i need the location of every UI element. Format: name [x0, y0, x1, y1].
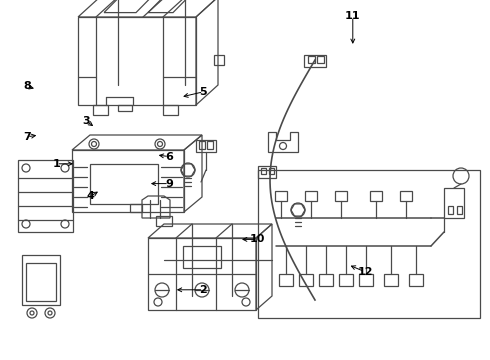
Text: 9: 9	[165, 179, 173, 189]
Bar	[308, 56, 315, 63]
Text: 6: 6	[165, 152, 173, 162]
Bar	[279, 274, 293, 286]
Bar	[22, 255, 60, 305]
Bar	[118, 105, 132, 111]
Bar	[18, 160, 73, 232]
Text: 8: 8	[23, 81, 31, 91]
Bar	[258, 170, 480, 318]
Bar	[269, 168, 274, 174]
Bar	[275, 191, 287, 201]
Text: 10: 10	[249, 234, 265, 244]
Text: 5: 5	[199, 87, 207, 97]
Bar	[359, 274, 373, 286]
Text: 4: 4	[87, 191, 95, 201]
Bar	[335, 191, 347, 201]
Text: 12: 12	[357, 267, 373, 277]
Bar	[319, 274, 333, 286]
Text: 2: 2	[199, 285, 207, 295]
Bar	[199, 141, 205, 149]
Bar	[90, 164, 158, 204]
Bar	[183, 246, 221, 268]
Bar	[448, 206, 453, 214]
Text: 7: 7	[23, 132, 31, 142]
Bar	[384, 274, 398, 286]
Bar	[258, 166, 276, 178]
Bar	[156, 216, 172, 226]
Bar	[305, 191, 317, 201]
Text: 1: 1	[52, 159, 60, 169]
Bar	[317, 56, 324, 63]
Bar	[339, 274, 353, 286]
Bar	[26, 263, 56, 301]
Bar	[444, 188, 464, 218]
Bar	[207, 141, 213, 149]
Bar	[400, 191, 412, 201]
Bar	[130, 204, 142, 212]
Bar	[261, 168, 266, 174]
Bar	[163, 105, 178, 115]
Bar	[370, 191, 382, 201]
Text: 11: 11	[345, 11, 361, 21]
Bar	[457, 206, 462, 214]
Bar	[196, 140, 216, 152]
Bar	[304, 55, 326, 67]
Text: 3: 3	[82, 116, 90, 126]
Bar	[409, 274, 423, 286]
Bar	[214, 55, 224, 65]
Bar	[93, 105, 108, 115]
Bar	[299, 274, 313, 286]
